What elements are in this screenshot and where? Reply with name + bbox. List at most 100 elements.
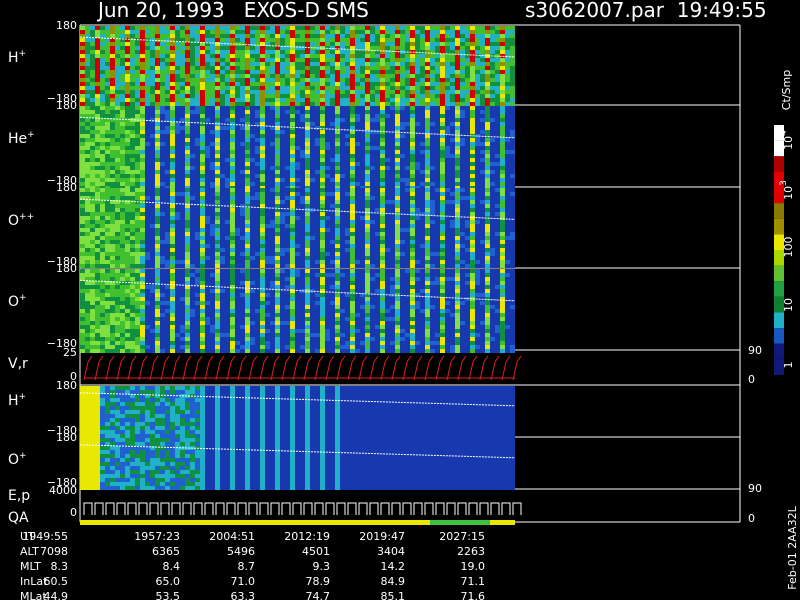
spectrogram-cell <box>195 82 200 86</box>
spectrogram-cell <box>455 78 460 82</box>
spectrogram-cell <box>390 260 395 264</box>
spectrogram-cell <box>145 90 150 94</box>
spectrogram-cell <box>175 122 180 126</box>
spectrogram-cell <box>320 142 325 146</box>
spectrogram-cell <box>240 62 245 66</box>
spectrogram-cell <box>315 248 320 252</box>
spectrogram-cell <box>410 170 415 174</box>
spectrogram-cell <box>350 62 355 66</box>
spectrogram-cell <box>80 110 85 114</box>
spectrogram-cell <box>250 42 255 46</box>
spectrogram-cell <box>425 200 430 204</box>
spectrogram-cell <box>285 34 290 38</box>
spectrogram-cell <box>135 192 140 196</box>
spectrogram-cell <box>160 30 165 34</box>
spectrogram-cell <box>180 264 185 268</box>
spectrogram-cell <box>220 70 225 74</box>
spectrogram-cell <box>420 106 425 110</box>
spectrogram-cell <box>340 158 345 162</box>
spectrogram-cell <box>380 30 385 34</box>
spectrogram-cell <box>325 110 330 114</box>
spectrogram-cell <box>255 166 260 170</box>
spectrogram-cell <box>235 196 240 200</box>
spectrogram-cell <box>335 110 340 114</box>
spectrogram-cell <box>495 126 500 130</box>
spectrogram-cell <box>250 188 255 192</box>
spectrogram-cell <box>370 50 375 54</box>
spectrogram-cell <box>290 256 295 260</box>
spectrogram-cell <box>85 58 90 62</box>
spectrogram-cell <box>280 82 285 86</box>
spectrogram-cell <box>445 70 450 74</box>
spectrogram-cell <box>265 228 270 232</box>
spectrogram-cell <box>490 106 495 110</box>
spectrogram-cell <box>445 114 450 118</box>
spectrogram-cell <box>145 252 150 256</box>
spectrogram-cell <box>365 122 370 126</box>
spectrogram-cell <box>120 248 125 252</box>
spectrogram-cell <box>345 252 350 256</box>
spectrogram-cell <box>300 58 305 62</box>
spectrogram-cell <box>340 236 345 240</box>
spectrogram-cell <box>95 30 100 34</box>
spectrogram-cell <box>375 50 380 54</box>
spectrogram-cell <box>470 110 475 114</box>
spectrogram-cell <box>130 240 135 244</box>
spectrogram-cell <box>240 216 245 220</box>
spectrogram-cell <box>380 38 385 42</box>
spectrogram-cell <box>425 204 430 208</box>
spectrogram-cell <box>125 204 130 208</box>
spectrogram-cell <box>125 244 130 248</box>
spectrogram-cell <box>250 196 255 200</box>
spectrogram-cell <box>130 264 135 268</box>
spectrogram-cell <box>115 130 120 134</box>
spectrogram-cell <box>390 110 395 114</box>
spectrogram-cell <box>415 126 420 130</box>
spectrogram-cell <box>255 114 260 118</box>
spectrogram-cell <box>280 182 285 186</box>
spectrogram-cell <box>215 224 220 228</box>
spectrogram-cell <box>395 42 400 46</box>
spectrogram-cell <box>180 158 185 162</box>
spectrogram-cell <box>280 154 285 158</box>
spectrogram-cell <box>120 110 125 114</box>
spectrogram-cell <box>365 98 370 102</box>
spectrogram-cell <box>405 240 410 244</box>
spectrogram-cell <box>90 200 95 204</box>
spectrogram-cell <box>140 66 145 70</box>
spectrogram-cell <box>105 224 110 228</box>
spectrogram-cell <box>230 106 235 110</box>
spectrogram-cell <box>165 182 170 186</box>
spectrogram-cell <box>340 70 345 74</box>
spectrogram-cell <box>290 122 295 126</box>
spectrogram-cell <box>335 196 340 200</box>
spectrogram-cell <box>420 30 425 34</box>
spectrogram-cell <box>505 182 510 186</box>
spectrogram-cell <box>375 260 380 264</box>
spectrogram-cell <box>135 236 140 240</box>
spectrogram-cell <box>85 166 90 170</box>
spectrogram-cell <box>175 174 180 178</box>
spectrogram-cell <box>160 204 165 208</box>
spectrogram-cell <box>205 66 210 70</box>
spectrogram-cell <box>170 142 175 146</box>
spectrogram-cell <box>405 178 410 182</box>
spectrogram-cell <box>250 208 255 212</box>
spectrogram-cell <box>400 106 405 110</box>
spectrogram-cell <box>115 264 120 268</box>
spectrogram-cell <box>285 38 290 42</box>
spectrogram-cell <box>85 54 90 58</box>
spectrogram-cell <box>315 264 320 268</box>
spectrogram-cell <box>110 240 115 244</box>
spectrogram-cell <box>455 70 460 74</box>
spectrogram-cell <box>295 182 300 186</box>
spectrogram-cell <box>435 90 440 94</box>
spectrogram-cell <box>275 82 280 86</box>
spectrogram-cell <box>100 200 105 204</box>
spectrogram-cell <box>410 146 415 150</box>
spectrogram-cell <box>310 102 315 106</box>
spectrogram-cell <box>430 74 435 78</box>
spectrogram-cell <box>360 174 365 178</box>
spectrogram-cell <box>330 50 335 54</box>
spectrogram-cell <box>225 236 230 240</box>
